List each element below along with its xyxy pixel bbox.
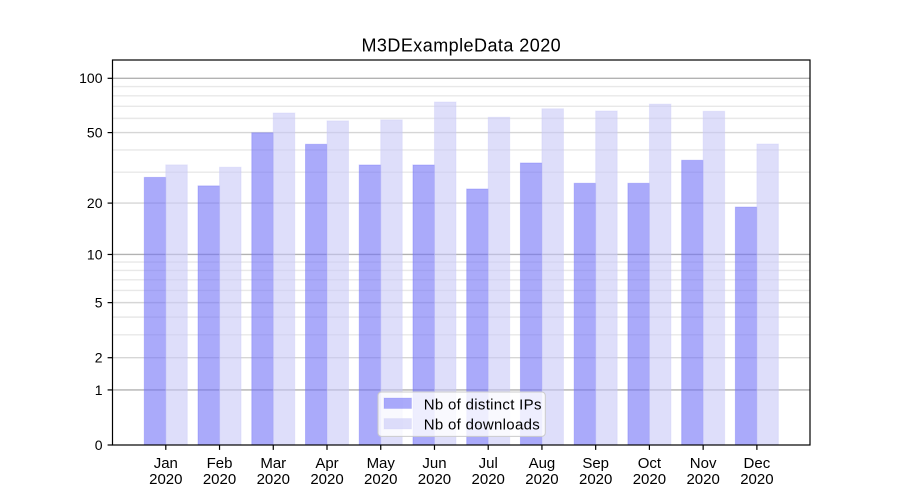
svg-text:2020: 2020 xyxy=(633,471,666,488)
svg-text:2020: 2020 xyxy=(740,471,773,488)
svg-text:1: 1 xyxy=(95,382,103,398)
svg-text:2020: 2020 xyxy=(418,471,451,488)
svg-text:2020: 2020 xyxy=(686,471,719,488)
svg-text:Sep: Sep xyxy=(582,455,609,472)
svg-text:Oct: Oct xyxy=(638,455,662,472)
svg-text:Apr: Apr xyxy=(315,455,338,472)
svg-text:Dec: Dec xyxy=(744,455,771,472)
svg-text:2020: 2020 xyxy=(364,471,397,488)
svg-text:2020: 2020 xyxy=(149,471,182,488)
svg-text:Feb: Feb xyxy=(207,455,233,472)
svg-text:10: 10 xyxy=(87,246,103,262)
svg-text:Aug: Aug xyxy=(529,455,556,472)
svg-text:2020: 2020 xyxy=(579,471,612,488)
svg-text:20: 20 xyxy=(87,195,103,211)
svg-text:0: 0 xyxy=(95,437,103,453)
svg-text:2: 2 xyxy=(95,350,103,366)
svg-text:Nb of distinct IPs: Nb of distinct IPs xyxy=(424,396,542,413)
svg-text:2020: 2020 xyxy=(203,471,236,488)
svg-text:2020: 2020 xyxy=(472,471,505,488)
svg-text:Nb of downloads: Nb of downloads xyxy=(424,417,540,434)
svg-text:Nov: Nov xyxy=(690,455,717,472)
svg-text:Jul: Jul xyxy=(479,455,498,472)
svg-text:50: 50 xyxy=(87,124,103,140)
svg-text:Mar: Mar xyxy=(260,455,286,472)
svg-text:Jan: Jan xyxy=(154,455,178,472)
svg-text:May: May xyxy=(367,455,396,472)
svg-text:100: 100 xyxy=(79,70,103,86)
svg-text:5: 5 xyxy=(95,295,103,311)
svg-text:M3DExampleData 2020: M3DExampleData 2020 xyxy=(361,36,561,56)
svg-text:2020: 2020 xyxy=(310,471,343,488)
svg-text:2020: 2020 xyxy=(257,471,290,488)
svg-text:2020: 2020 xyxy=(525,471,558,488)
svg-text:Jun: Jun xyxy=(422,455,446,472)
